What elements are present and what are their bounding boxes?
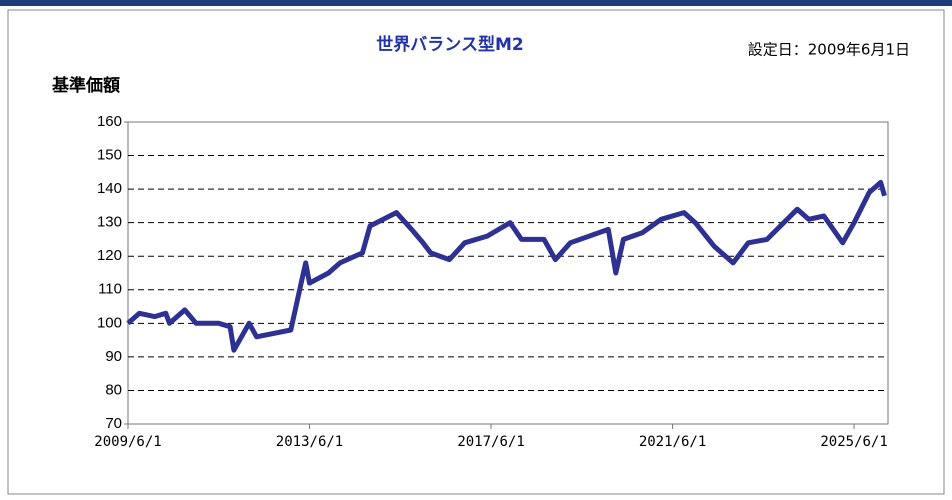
y-tick-label: 110	[98, 281, 122, 298]
frame	[7, 9, 945, 495]
x-tick-label: 2025/6/1	[820, 434, 887, 450]
subtitle: 設定日：2009年6月1日	[748, 41, 910, 59]
y-tick-label: 160	[97, 113, 122, 130]
y-tick-label: 80	[105, 381, 122, 398]
price-line	[126, 179, 887, 353]
top-bar	[0, 0, 952, 6]
x-tick-label: 2013/6/1	[276, 434, 343, 450]
y-tick-label: 150	[97, 147, 122, 164]
y-tick-label: 100	[97, 314, 122, 331]
y-axis-label: 基準価額	[51, 75, 120, 96]
x-tick-label: 2009/6/1	[94, 434, 161, 450]
y-tick-label: 130	[97, 214, 122, 231]
y-tick-label: 140	[97, 180, 122, 197]
y-tick-label: 90	[105, 348, 122, 365]
chart-title: 世界バランス型M2	[376, 34, 523, 55]
x-tick-label: 2017/6/1	[457, 434, 524, 450]
x-tick-label: 2021/6/1	[639, 434, 706, 450]
y-tick-label: 70	[105, 415, 122, 432]
y-tick-label: 120	[97, 247, 122, 264]
plot-area	[127, 121, 889, 425]
